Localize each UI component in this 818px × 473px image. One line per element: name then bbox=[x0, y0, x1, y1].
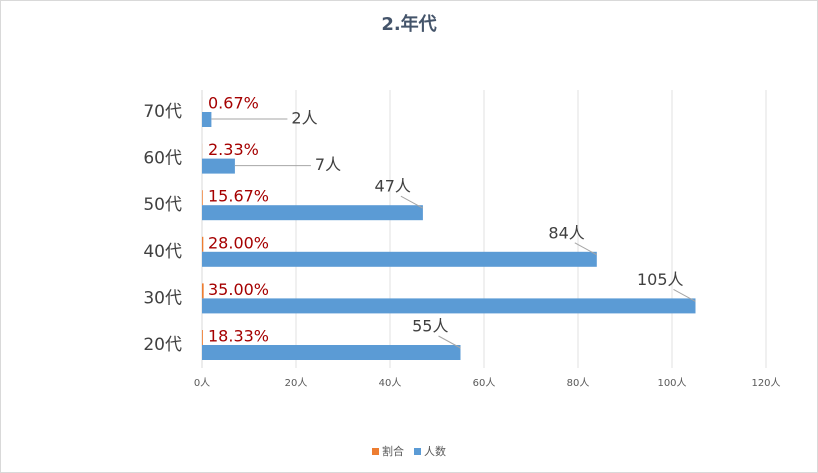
data-label: 7人 bbox=[315, 155, 341, 174]
bar bbox=[202, 345, 461, 360]
data-label: 105人 bbox=[637, 270, 684, 289]
data-label: 28.00% bbox=[208, 233, 269, 252]
legend-label: 割合 bbox=[382, 444, 404, 458]
data-label: 2人 bbox=[291, 109, 317, 128]
data-label: 55人 bbox=[412, 317, 448, 336]
y-tick-label: 40代 bbox=[143, 242, 182, 262]
bar bbox=[202, 205, 423, 221]
data-label: 15.67% bbox=[208, 187, 269, 206]
leader-line bbox=[438, 335, 461, 349]
leader-line bbox=[400, 195, 424, 209]
y-tick-label: 60代 bbox=[143, 149, 182, 169]
leader-line bbox=[574, 242, 598, 256]
leader-line bbox=[673, 288, 696, 302]
x-tick-label: 80人 bbox=[567, 377, 590, 389]
data-label: 35.00% bbox=[208, 280, 269, 299]
chart-title: 2.年代 bbox=[381, 13, 436, 35]
y-tick-label: 50代 bbox=[143, 195, 182, 215]
bar bbox=[202, 190, 203, 206]
legend-label: 人数 bbox=[424, 445, 446, 458]
x-tick-label: 0人 bbox=[194, 377, 210, 389]
x-tick-label: 40人 bbox=[379, 377, 402, 389]
y-tick-label: 20代 bbox=[143, 335, 182, 355]
y-tick-label: 70代 bbox=[143, 102, 182, 122]
bar bbox=[202, 330, 203, 345]
x-tick-label: 60人 bbox=[473, 377, 496, 389]
legend-swatch bbox=[372, 448, 379, 455]
data-label: 2.33% bbox=[208, 140, 259, 159]
bar bbox=[202, 158, 235, 174]
bar bbox=[202, 112, 212, 127]
bar bbox=[202, 236, 204, 252]
data-label: 0.67% bbox=[208, 94, 259, 113]
x-tick-label: 100人 bbox=[657, 377, 686, 389]
x-tick-label: 120人 bbox=[751, 377, 780, 389]
bar bbox=[202, 251, 597, 267]
bar bbox=[202, 283, 204, 299]
bar bbox=[202, 298, 696, 314]
data-label: 84人 bbox=[548, 223, 584, 242]
y-tick-label: 30代 bbox=[143, 288, 182, 308]
x-tick-label: 20人 bbox=[285, 377, 308, 389]
data-label: 47人 bbox=[375, 177, 411, 196]
legend-swatch bbox=[414, 448, 421, 455]
data-label: 18.33% bbox=[208, 327, 269, 346]
